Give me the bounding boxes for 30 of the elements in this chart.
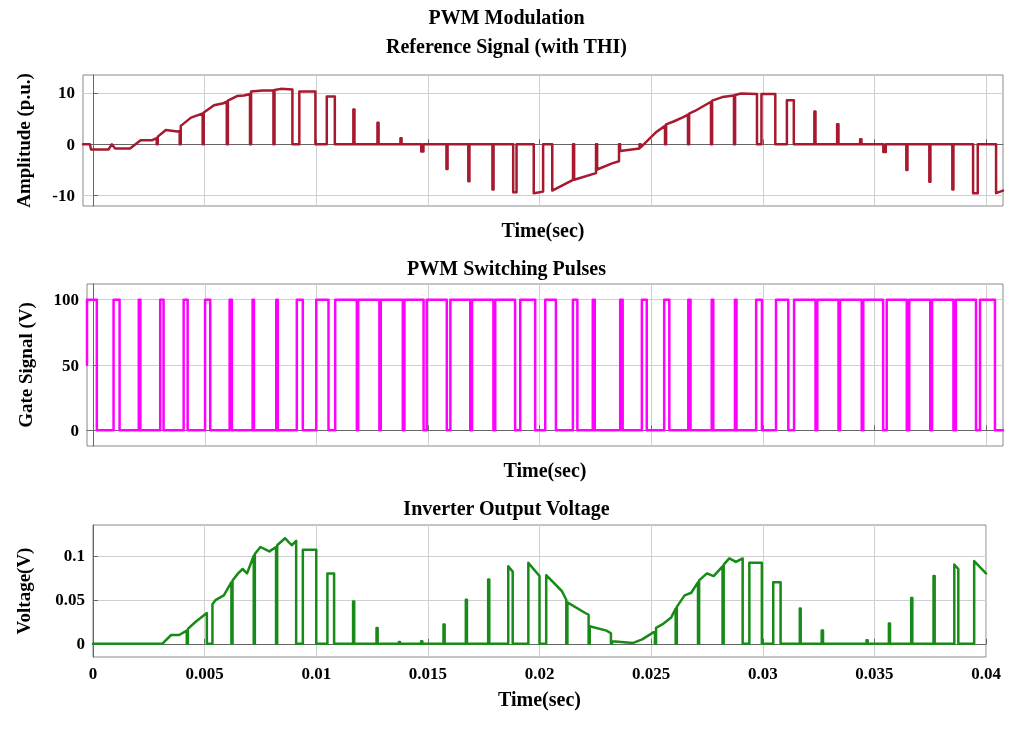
x-tick-label: 0 — [88, 664, 98, 683]
y-axis-title: Amplitude (p.u.) — [13, 73, 35, 208]
line-series — [91, 536, 988, 646]
y-tick-label: 50 — [62, 355, 79, 375]
y-tick-label: 0 — [70, 420, 79, 440]
y-tick-label: 0 — [76, 634, 85, 654]
y-axis-title: Gate Signal (V) — [15, 302, 37, 428]
chart-subtitle: Reference Signal (with THI) — [386, 35, 627, 58]
x-axis-title: Time(sec) — [503, 459, 587, 482]
x-axis-title: Time(sec) — [501, 219, 585, 242]
chart-title: PWM Switching Pulses — [407, 257, 607, 280]
x-tick-label: 0.005 — [185, 664, 224, 683]
y-axis-title: Voltage(V) — [13, 547, 35, 635]
x-tick-label: 0.025 — [632, 664, 671, 683]
y-tick-label: 0.1 — [63, 546, 85, 566]
x-axis-title: Time(sec) — [498, 688, 581, 711]
x-tick-label: 0.035 — [855, 664, 894, 683]
chart-title: PWM Modulation — [428, 6, 585, 28]
x-tick-label: 0.04 — [971, 664, 1002, 683]
y-tick-label: 10 — [58, 83, 75, 103]
y-tick-label: -10 — [52, 186, 75, 206]
y-tick-label: 0 — [66, 134, 75, 154]
x-tick-label: 0.03 — [747, 664, 778, 683]
line-series — [81, 87, 1005, 195]
x-tick-label: 0.02 — [524, 664, 555, 683]
y-tick-label: 0.05 — [55, 590, 85, 610]
x-tick-label: 0.015 — [408, 664, 447, 683]
x-tick-label: 0.01 — [301, 664, 332, 683]
y-tick-label: 100 — [53, 290, 79, 310]
chart-title: Inverter Output Voltage — [403, 497, 610, 520]
